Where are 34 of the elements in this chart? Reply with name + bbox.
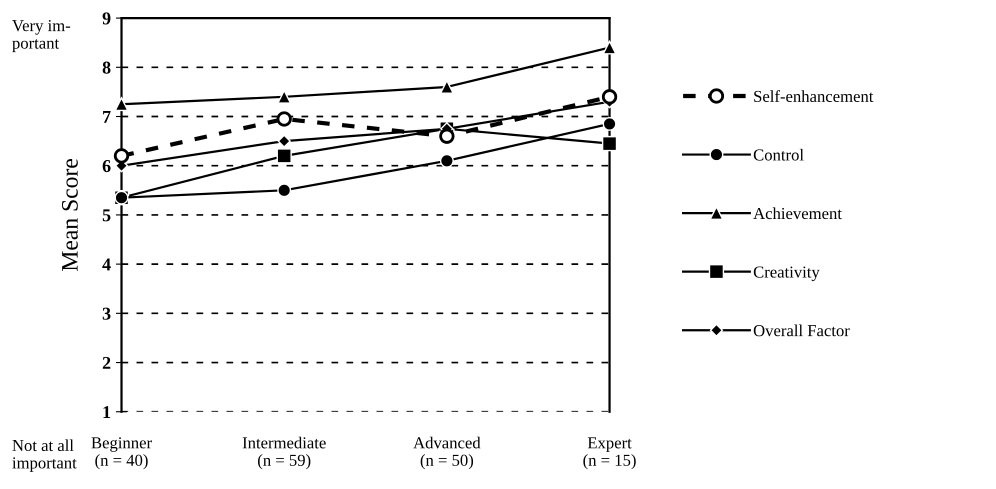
point bbox=[602, 40, 616, 55]
point bbox=[440, 154, 454, 168]
legend-label: Overall Factor bbox=[754, 324, 850, 336]
y-tick-label: 4 bbox=[102, 258, 111, 270]
x-tick-label: Intermediate (n = 59) bbox=[242, 436, 326, 470]
y-tick-label: 1 bbox=[104, 406, 110, 418]
y-tick-label: 8 bbox=[102, 62, 110, 74]
y-tick-label: 6 bbox=[102, 160, 111, 172]
y-axis-title: Mean Score bbox=[62, 159, 78, 271]
legend-label: Self-enhancement bbox=[754, 90, 874, 102]
legend-label: Creativity bbox=[754, 266, 820, 282]
y-tick-label: 2 bbox=[102, 356, 110, 369]
x-tick-label: Expert (n = 15) bbox=[583, 437, 636, 470]
y-tick-label: 9 bbox=[102, 12, 110, 25]
point bbox=[277, 183, 292, 198]
text: Not at all important bbox=[12, 439, 77, 472]
y-tick-label: 7 bbox=[103, 110, 111, 123]
point bbox=[114, 148, 130, 164]
y-tick-label: 3 bbox=[102, 308, 110, 320]
x-tick-label: Advanced (n = 50) bbox=[413, 436, 480, 470]
legend-label: Achievement bbox=[753, 207, 842, 220]
legend-label: Control bbox=[754, 148, 804, 161]
point bbox=[278, 134, 291, 148]
point bbox=[602, 116, 616, 131]
point bbox=[602, 136, 618, 152]
point bbox=[439, 128, 455, 144]
point bbox=[276, 148, 292, 164]
point bbox=[114, 97, 128, 112]
y-tick-label: 5 bbox=[102, 209, 110, 222]
text: Very im- portant bbox=[12, 20, 70, 52]
point bbox=[276, 111, 292, 127]
point bbox=[602, 89, 618, 104]
x-tick-label: Beginner (n = 40) bbox=[91, 437, 152, 470]
point bbox=[440, 80, 454, 94]
